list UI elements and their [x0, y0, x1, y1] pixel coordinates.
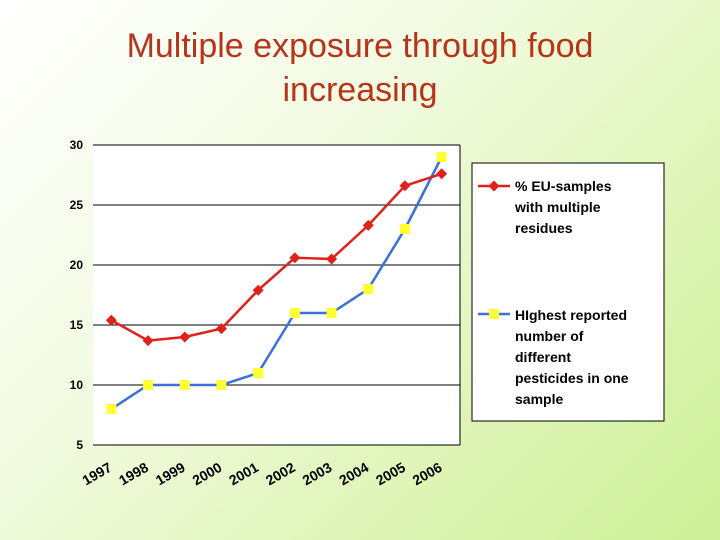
data-point-square	[326, 308, 337, 318]
x-tick-label: 1998	[116, 459, 151, 489]
data-point-square	[143, 380, 154, 390]
data-point-square	[363, 284, 374, 294]
series-eu-samples	[105, 168, 448, 347]
data-point-diamond	[289, 252, 301, 264]
legend-marker-square	[489, 309, 499, 319]
data-point-square	[106, 404, 117, 414]
data-point-square	[216, 380, 227, 390]
x-tick-label: 2000	[189, 459, 224, 489]
data-point-diamond	[105, 314, 117, 326]
legend-label: % EU-samples	[515, 178, 612, 194]
y-tick-label: 5	[76, 438, 83, 452]
series-line	[110, 156, 443, 411]
legend-label: pesticides in one	[515, 370, 629, 386]
data-point-diamond	[436, 168, 448, 180]
legend: % EU-samples with multiple residues HIghest…	[471, 162, 665, 422]
data-point-square	[289, 308, 300, 318]
y-tick-label: 25	[70, 198, 84, 212]
series-line	[110, 172, 443, 342]
series-highest-pesticides	[106, 152, 447, 414]
data-point-square	[399, 224, 410, 234]
legend-marker-diamond	[488, 180, 500, 192]
y-tick-label: 20	[70, 258, 84, 272]
x-tick-label: 1997	[79, 459, 114, 489]
legend-label: different	[515, 349, 571, 365]
data-point-diamond	[252, 284, 264, 296]
data-point-square	[436, 152, 447, 162]
legend-label: sample	[515, 391, 563, 407]
y-tick-label: 10	[70, 378, 84, 392]
legend-entry-highest-pesticides: HIghest reported number of different pestic…	[478, 307, 629, 407]
x-axis-ticks: 1997 1998 1999 2000 2001 2002 2003 2004 2005 2006	[79, 459, 444, 489]
x-tick-label: 2002	[263, 459, 298, 489]
title-line-1: Multiple exposure through food	[126, 27, 594, 65]
legend-label: HIghest reported	[515, 307, 627, 323]
data-point-diamond	[362, 219, 374, 231]
x-tick-label: 1999	[153, 459, 188, 489]
legend-box	[471, 162, 665, 422]
legend-entry-eu-samples: % EU-samples with multiple residues	[478, 178, 612, 236]
data-point-square	[253, 368, 264, 378]
x-tick-label: 2006	[410, 459, 445, 489]
x-tick-label: 2004	[336, 459, 371, 489]
legend-label: residues	[515, 220, 573, 236]
legend-label: number of	[515, 328, 584, 344]
legend-label: with multiple	[514, 199, 601, 215]
y-tick-label: 30	[70, 138, 84, 152]
x-tick-label: 2005	[373, 459, 408, 489]
data-point-diamond	[142, 335, 154, 347]
plot-area	[93, 145, 460, 445]
data-point-diamond	[215, 323, 227, 335]
data-point-diamond	[179, 331, 191, 343]
y-tick-label: 15	[70, 318, 84, 332]
x-tick-label: 2003	[300, 459, 335, 489]
data-point-square	[179, 380, 190, 390]
x-tick-label: 2001	[226, 459, 261, 489]
data-point-diamond	[399, 180, 411, 192]
y-axis-ticks: 30 25 20 15 10 5	[70, 138, 84, 452]
slide-title: Multiple exposure through food increasin…	[60, 24, 660, 112]
title-line-2: increasing	[282, 71, 438, 109]
data-point-diamond	[326, 253, 338, 265]
